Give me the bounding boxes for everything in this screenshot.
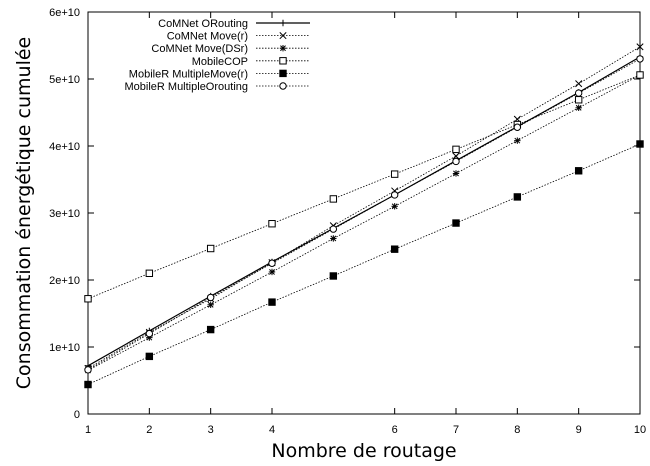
legend-sample-marker — [279, 32, 287, 40]
series-line — [87, 56, 641, 367]
legend-sample-marker — [279, 19, 287, 27]
data-point — [206, 293, 215, 302]
legend-entry: CoMNet Move(r) — [167, 31, 310, 43]
data-point — [575, 80, 583, 88]
data-point — [574, 167, 583, 175]
data-point — [452, 219, 460, 227]
x-tick-label: 8 — [514, 424, 520, 436]
data-point — [452, 157, 460, 166]
y-tick-label: 0 — [74, 409, 80, 421]
data-point — [268, 259, 276, 267]
legend-label: CoMNet ORouting — [158, 18, 248, 30]
data-point — [391, 203, 398, 210]
data-point — [574, 96, 583, 104]
data-point — [268, 220, 276, 228]
data-point — [268, 298, 276, 306]
x-tick-label: 6 — [392, 424, 398, 436]
data-point — [390, 191, 399, 199]
data-point — [329, 225, 338, 233]
data-point — [514, 137, 521, 144]
data-point — [513, 123, 522, 131]
data-point — [84, 366, 92, 374]
series — [84, 71, 644, 374]
data-point — [513, 193, 522, 201]
data-point — [330, 235, 337, 242]
series — [84, 140, 644, 389]
x-tick-label: 1 — [85, 424, 91, 436]
legend-entry: MobileR MultipleOrouting — [125, 81, 310, 93]
data-point — [206, 244, 215, 253]
x-tick-label: 9 — [576, 424, 582, 436]
y-tick-label: 4e+10 — [49, 141, 80, 153]
x-tick-label: 4 — [269, 424, 275, 436]
legend-label: CoMNet Move(r) — [167, 31, 248, 43]
x-tick-label: 7 — [453, 424, 459, 436]
legend-label: MobileCOP — [192, 56, 248, 68]
data-point — [574, 89, 583, 97]
data-point — [390, 170, 399, 178]
y-tick-label: 2e+10 — [49, 275, 80, 287]
data-point — [145, 352, 154, 361]
data-point — [145, 329, 154, 338]
x-tick-label: 3 — [208, 424, 214, 436]
series-line — [87, 143, 641, 385]
data-point — [452, 170, 460, 177]
axis-ticks: 1 2 3 4 6 7 8 9 10 0 1e+10 2e+10 3e+10 4e+10 5e+10 6e+1… — [49, 7, 646, 436]
data-point — [329, 272, 338, 280]
legend-entry: CoMNet ORouting — [158, 18, 310, 30]
data-point — [636, 140, 644, 148]
y-tick-label: 6e+10 — [49, 7, 80, 19]
series — [84, 55, 644, 374]
data-point — [636, 43, 644, 51]
legend-sample-marker — [279, 45, 287, 52]
legend-entry: MobileR MultipleMove(r) — [129, 68, 310, 80]
series-line — [87, 46, 641, 369]
data-point — [207, 301, 214, 308]
data-point — [206, 325, 215, 334]
data-point — [84, 380, 92, 389]
x-tick-label: 10 — [634, 424, 646, 436]
legend-label: CoMNet Move(DSr) — [151, 43, 248, 55]
series-line — [87, 58, 641, 371]
legend-sample-marker — [279, 69, 287, 78]
x-tick-label: 2 — [146, 424, 152, 436]
legend-label: MobileR MultipleOrouting — [125, 81, 249, 93]
data-point — [636, 71, 644, 79]
y-axis-title: Consommation énergétique cumulée — [13, 37, 35, 389]
series — [84, 71, 644, 303]
series-line — [87, 74, 641, 300]
legend-entry: MobileCOP — [192, 56, 310, 68]
x-axis-title: Nombre de routage — [271, 440, 456, 462]
legend-entry: CoMNet Move(DSr) — [151, 43, 310, 55]
data-point — [452, 145, 460, 154]
data-point — [636, 55, 644, 63]
legend-sample-marker — [279, 82, 287, 90]
y-tick-label: 1e+10 — [49, 342, 80, 354]
data-point — [452, 152, 460, 160]
y-tick-label: 5e+10 — [49, 74, 80, 86]
data-point — [575, 104, 582, 112]
series-line — [87, 74, 641, 371]
data-point — [390, 245, 399, 253]
legend-label: MobileR MultipleMove(r) — [129, 68, 248, 80]
y-tick-label: 3e+10 — [49, 208, 80, 220]
legend-sample-marker — [279, 57, 287, 65]
data-point — [145, 269, 154, 278]
data-point — [329, 195, 338, 203]
series-layer — [84, 43, 644, 389]
data-point — [84, 295, 92, 303]
data-point — [268, 268, 276, 276]
